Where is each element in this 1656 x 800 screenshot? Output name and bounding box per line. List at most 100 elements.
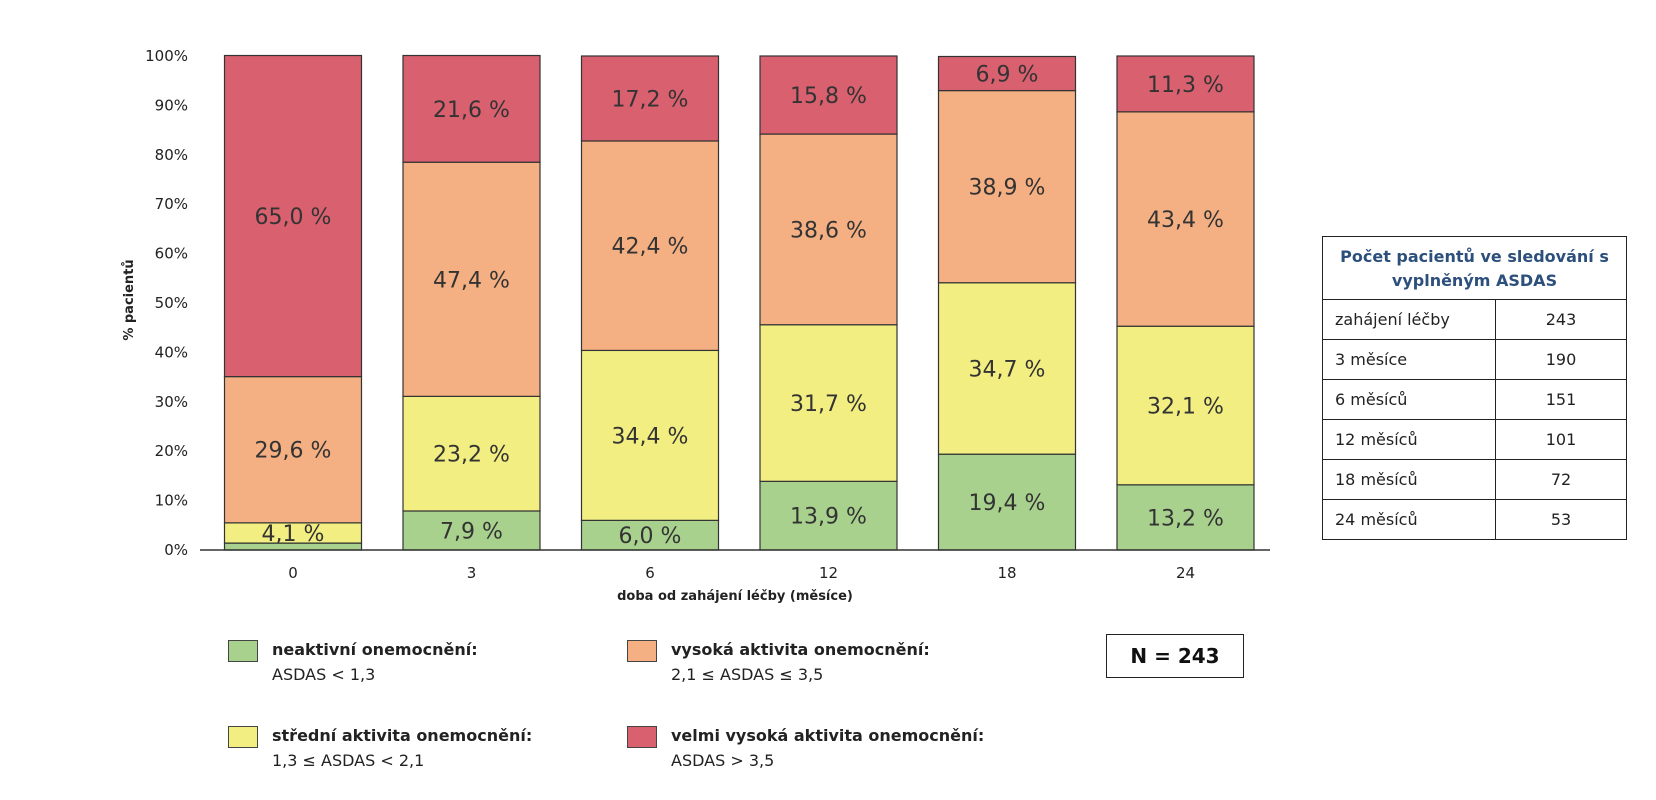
row-label: 18 měsíců (1322, 459, 1496, 500)
patient-count-table: Počet pacientů ve sledování s vyplněným … (1322, 236, 1627, 540)
y-tick-label: 80% (155, 146, 188, 164)
bar-segment (759, 55, 898, 135)
data-label: 7,9 % (440, 519, 503, 544)
legend-swatch (627, 640, 657, 662)
data-label: 15,8 % (790, 84, 867, 109)
bar-segment (937, 55, 1077, 92)
row-label: zahájení léčby (1322, 299, 1496, 340)
y-axis-title: % pacientů (122, 259, 137, 340)
x-axis-title: doba od zahájení léčby (měsíce) (617, 589, 853, 604)
row-value: 243 (1495, 299, 1627, 340)
legend-subtitle: 2,1 ≤ ASDAS ≤ 3,5 (671, 665, 824, 684)
data-label: 17,2 % (612, 87, 689, 112)
stacked-bar-chart: 0% 10% 20% 30% 40% 50% 60% 70% 80% 90% 100% 4,1 % 2… (122, 47, 1270, 604)
row-label: 3 měsíce (1322, 339, 1496, 380)
table-row: 18 měsíců 72 (1322, 459, 1627, 500)
data-label: 13,2 % (1147, 506, 1224, 531)
data-label: 47,4 % (433, 268, 510, 293)
y-tick-label: 100% (145, 47, 188, 65)
bar-segment (402, 161, 541, 397)
legend-item-very-high: velmi vysoká aktivita onemocnění: ASDAS … (627, 724, 984, 774)
legend-swatch (228, 726, 258, 748)
y-tick-label: 50% (155, 294, 188, 312)
x-tick-label: 24 (1176, 564, 1195, 582)
sample-size-box: N = 243 (1106, 634, 1244, 678)
bar-segment (402, 395, 541, 512)
row-value: 72 (1495, 459, 1627, 500)
data-label: 4,1 % (262, 522, 325, 547)
legend-title: vysoká aktivita onemocnění: (671, 640, 930, 659)
data-label: 34,4 % (612, 424, 689, 449)
table-row: zahájení léčby 243 (1322, 299, 1627, 340)
data-label: 19,4 % (969, 491, 1046, 516)
legend-subtitle: ASDAS > 3,5 (671, 751, 775, 770)
data-label: 34,7 % (969, 357, 1046, 382)
row-value: 190 (1495, 339, 1627, 380)
bar-segment (937, 282, 1077, 455)
bar-segment (937, 453, 1077, 551)
bar-segment (580, 55, 720, 142)
legend-title: velmi vysoká aktivita onemocnění: (671, 726, 985, 745)
legend-subtitle: ASDAS < 1,3 (272, 665, 376, 684)
data-label: 31,7 % (790, 392, 867, 417)
bar-segment (580, 140, 720, 352)
table-row: 24 měsíců 53 (1322, 499, 1627, 540)
legend-title: střední aktivita onemocnění: (272, 726, 533, 745)
data-label: 42,4 % (612, 235, 689, 260)
y-tick-label: 0% (164, 541, 188, 559)
data-label: 38,6 % (790, 218, 867, 243)
x-axis: 0 3 6 12 18 24 (288, 564, 1195, 582)
table-row: 12 měsíců 101 (1322, 419, 1627, 460)
y-tick-label: 30% (155, 393, 188, 411)
bar-segment (223, 54, 363, 378)
x-tick-label: 12 (819, 564, 838, 582)
row-label: 24 měsíců (1322, 499, 1496, 540)
y-tick-label: 20% (155, 442, 188, 460)
row-value: 151 (1495, 379, 1627, 420)
data-label: 6,9 % (976, 63, 1039, 88)
bar-segment (1116, 55, 1255, 113)
table-row: 3 měsíce 190 (1322, 339, 1627, 380)
y-axis: 0% 10% 20% 30% 40% 50% 60% 70% 80% 90% 100% (145, 47, 188, 559)
data-label: 11,3 % (1147, 73, 1224, 98)
legend-swatch (627, 726, 657, 748)
x-tick-label: 0 (288, 564, 298, 582)
legend-title: neaktivní onemocnění: (272, 640, 478, 659)
row-value: 53 (1495, 499, 1627, 540)
bar-segment (223, 376, 363, 524)
bar-segment (1116, 111, 1255, 327)
x-tick-label: 6 (645, 564, 655, 582)
legend-swatch (228, 640, 258, 662)
legend-item-inactive: neaktivní onemocnění: ASDAS < 1,3 (228, 638, 478, 688)
y-tick-label: 90% (155, 96, 188, 114)
bar-segment (1116, 325, 1255, 486)
data-label: 13,9 % (790, 505, 867, 530)
legend-item-moderate: střední aktivita onemocnění: 1,3 ≤ ASDAS… (228, 724, 532, 774)
table-row: 6 měsíců 151 (1322, 379, 1627, 420)
row-label: 12 měsíců (1322, 419, 1496, 460)
bar-segment (759, 133, 898, 326)
bar-segment (759, 480, 898, 551)
x-tick-label: 18 (997, 564, 1016, 582)
y-tick-label: 40% (155, 343, 188, 361)
data-label: 32,1 % (1147, 395, 1224, 420)
bars: 4,1 % 29,6 % 65,0 % 7,9 % 23,2 % 47,4 % 21,6 %… (223, 54, 1255, 551)
row-label: 6 měsíců (1322, 379, 1496, 420)
data-label: 23,2 % (433, 443, 510, 468)
bar-segment (937, 89, 1077, 284)
y-tick-label: 10% (155, 492, 188, 510)
data-label: 43,4 % (1147, 208, 1224, 233)
legend-subtitle: 1,3 ≤ ASDAS < 2,1 (272, 751, 425, 770)
legend-item-high: vysoká aktivita onemocnění: 2,1 ≤ ASDAS … (627, 638, 930, 688)
row-value: 101 (1495, 419, 1627, 460)
bar-segment (402, 54, 541, 163)
x-tick-label: 3 (467, 564, 477, 582)
data-label: 38,9 % (969, 176, 1046, 201)
data-label: 6,0 % (619, 524, 682, 549)
table-header: Počet pacientů ve sledování s vyplněným … (1322, 236, 1627, 300)
data-label: 21,6 % (433, 98, 510, 123)
data-label: 65,0 % (255, 205, 332, 230)
bar-segment (1116, 484, 1255, 551)
data-label: 29,6 % (255, 439, 332, 464)
y-tick-label: 60% (155, 245, 188, 263)
